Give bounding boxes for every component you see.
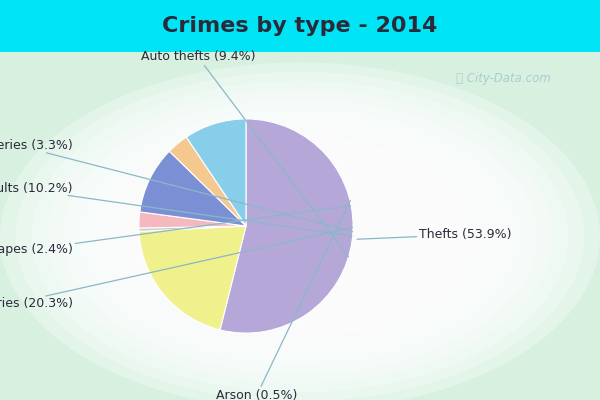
Ellipse shape bbox=[95, 117, 505, 356]
Text: Auto thefts (9.4%): Auto thefts (9.4%) bbox=[140, 50, 349, 257]
Ellipse shape bbox=[221, 191, 379, 282]
Ellipse shape bbox=[32, 81, 568, 392]
Ellipse shape bbox=[16, 72, 584, 400]
Text: Crimes by type - 2014: Crimes by type - 2014 bbox=[163, 16, 437, 36]
Wedge shape bbox=[139, 212, 246, 228]
Text: ⓘ City-Data.com: ⓘ City-Data.com bbox=[456, 72, 551, 85]
Ellipse shape bbox=[127, 136, 473, 337]
Ellipse shape bbox=[0, 62, 600, 400]
Text: Assaults (10.2%): Assaults (10.2%) bbox=[0, 182, 352, 236]
Text: Arson (0.5%): Arson (0.5%) bbox=[216, 200, 350, 400]
Ellipse shape bbox=[173, 163, 427, 310]
Ellipse shape bbox=[237, 200, 363, 273]
Wedge shape bbox=[187, 119, 246, 226]
Wedge shape bbox=[169, 137, 246, 226]
Wedge shape bbox=[220, 119, 353, 333]
Wedge shape bbox=[139, 226, 246, 231]
Ellipse shape bbox=[79, 108, 521, 365]
Ellipse shape bbox=[142, 145, 458, 328]
Text: Robberies (3.3%): Robberies (3.3%) bbox=[0, 139, 352, 232]
Ellipse shape bbox=[205, 182, 395, 291]
Wedge shape bbox=[139, 226, 246, 330]
Ellipse shape bbox=[190, 172, 410, 300]
Ellipse shape bbox=[63, 99, 537, 374]
Ellipse shape bbox=[158, 154, 442, 319]
Ellipse shape bbox=[47, 90, 553, 383]
Wedge shape bbox=[140, 151, 246, 226]
Text: Thefts (53.9%): Thefts (53.9%) bbox=[357, 228, 512, 241]
Ellipse shape bbox=[110, 126, 490, 346]
Text: Burglaries (20.3%): Burglaries (20.3%) bbox=[0, 228, 353, 310]
Text: Rapes (2.4%): Rapes (2.4%) bbox=[0, 206, 350, 256]
